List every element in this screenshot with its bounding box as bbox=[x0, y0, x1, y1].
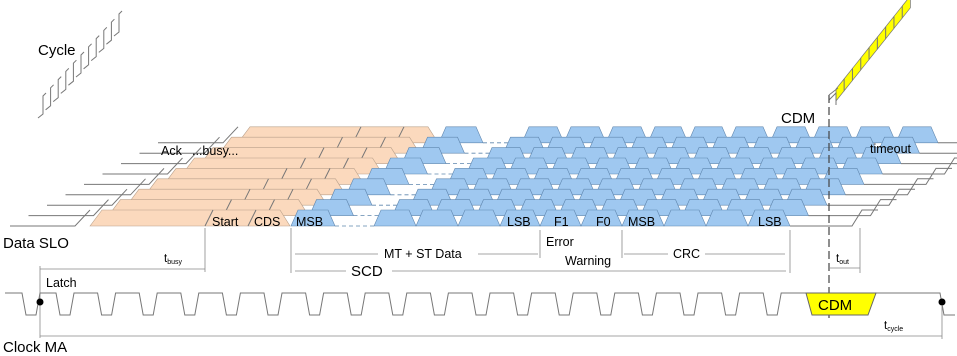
row-tail-wire bbox=[790, 209, 878, 227]
row-tail-wire bbox=[901, 163, 957, 165]
cdm-fan-strip bbox=[852, 57, 861, 82]
cdm-fan-strip bbox=[902, 0, 911, 19]
cds-label: CDS bbox=[254, 215, 280, 229]
cycle-step bbox=[45, 84, 54, 111]
blue-bit-box bbox=[373, 209, 417, 227]
cdm-fan-strip bbox=[877, 26, 886, 50]
frame-layers bbox=[10, 126, 957, 227]
busy-label: ...busy... bbox=[192, 144, 238, 158]
crc-label: CRC bbox=[673, 247, 700, 261]
lsb-label-1: LSB bbox=[507, 215, 531, 229]
cycle-step bbox=[83, 43, 92, 70]
cdm-top-label: CDM bbox=[781, 110, 815, 127]
error-label: Error bbox=[546, 235, 574, 249]
row-base-wire bbox=[139, 136, 220, 154]
frame-row bbox=[10, 209, 878, 227]
scd-label: SCD bbox=[351, 263, 383, 280]
cdm-fan-strip bbox=[868, 36, 878, 61]
latch-dot bbox=[36, 298, 44, 306]
cycle-step bbox=[98, 27, 108, 53]
cdm-fan-strip bbox=[893, 5, 903, 30]
blue-bit-box bbox=[499, 209, 541, 227]
msb-label-2: MSB bbox=[628, 215, 655, 229]
t-cycle-label: tcycle bbox=[884, 320, 903, 333]
cycle-step bbox=[106, 18, 115, 45]
row-base-wire bbox=[84, 168, 165, 185]
row-base-wire bbox=[10, 209, 91, 227]
cdm-fan bbox=[828, 0, 911, 105]
cdm-fan-strip bbox=[885, 15, 895, 40]
cycle-label: Cycle bbox=[38, 42, 76, 59]
cycle-step bbox=[68, 59, 77, 86]
row-base-wire bbox=[65, 178, 146, 196]
row-base-wire bbox=[121, 147, 202, 165]
orange-dividers bbox=[204, 209, 257, 227]
blue-bit-box bbox=[457, 209, 501, 227]
cycle-step bbox=[90, 35, 100, 61]
cdm-fan-strip bbox=[860, 46, 870, 71]
msb-label-1: MSB bbox=[296, 215, 323, 229]
blue-bit-box bbox=[539, 209, 582, 227]
row-tail-wire bbox=[938, 142, 957, 144]
blue-bit-box bbox=[580, 209, 623, 227]
annotations: Data SLO tbusy Latch MT + ST Data Error … bbox=[3, 87, 861, 338]
blue-bit-box bbox=[705, 209, 749, 227]
cycle-step bbox=[37, 92, 47, 119]
cycle-end-dot bbox=[938, 298, 946, 306]
cdm-dashed-top bbox=[828, 87, 839, 96]
cdm-fan-base bbox=[828, 91, 837, 105]
row-base-wire bbox=[158, 126, 239, 144]
data-slo-label: Data SLO bbox=[3, 235, 69, 252]
mt-st-data-label: MT + ST Data bbox=[384, 247, 462, 261]
orange-segment bbox=[89, 209, 291, 227]
warning-label: Warning bbox=[565, 254, 611, 268]
cycle-step bbox=[60, 68, 70, 94]
row-base-wire bbox=[47, 188, 128, 206]
cdm-fan-strip bbox=[835, 78, 845, 102]
cdm-fan-strip bbox=[843, 67, 853, 92]
cycle-step bbox=[75, 51, 85, 78]
row-tail-wire bbox=[845, 178, 934, 196]
lsb-label-2: LSB bbox=[758, 215, 782, 229]
f1-label: F1 bbox=[554, 215, 569, 229]
blue-bit-box bbox=[290, 209, 336, 227]
row-tail-wire bbox=[864, 167, 952, 185]
row-base-wire bbox=[102, 157, 183, 175]
clock-ma-label: Clock MA bbox=[3, 339, 67, 356]
start-label: Start bbox=[212, 215, 239, 229]
blue-bit-box bbox=[747, 209, 791, 227]
cycle-step bbox=[113, 10, 123, 37]
t-out-label: tout bbox=[836, 253, 849, 266]
row-base-wire bbox=[28, 199, 109, 217]
blue-bit-box bbox=[621, 209, 665, 227]
cdm-clock-label: CDM bbox=[818, 297, 852, 314]
cdm-clock-box bbox=[805, 292, 877, 316]
cycle-step bbox=[52, 76, 62, 102]
f0-label: F0 bbox=[596, 215, 611, 229]
latch-label: Latch bbox=[46, 276, 77, 290]
row-tail-wire bbox=[827, 188, 915, 206]
timeout-label: timeout bbox=[870, 142, 912, 156]
blue-bit-box bbox=[663, 209, 707, 227]
row-tail-wire bbox=[808, 199, 897, 217]
cycle-stack bbox=[37, 10, 123, 119]
t-busy-label: tbusy bbox=[164, 253, 182, 266]
ack-label: Ack bbox=[161, 144, 183, 158]
row-tail-wire bbox=[882, 157, 957, 175]
blue-bit-box bbox=[415, 209, 459, 227]
row-tail-wire bbox=[919, 152, 957, 154]
